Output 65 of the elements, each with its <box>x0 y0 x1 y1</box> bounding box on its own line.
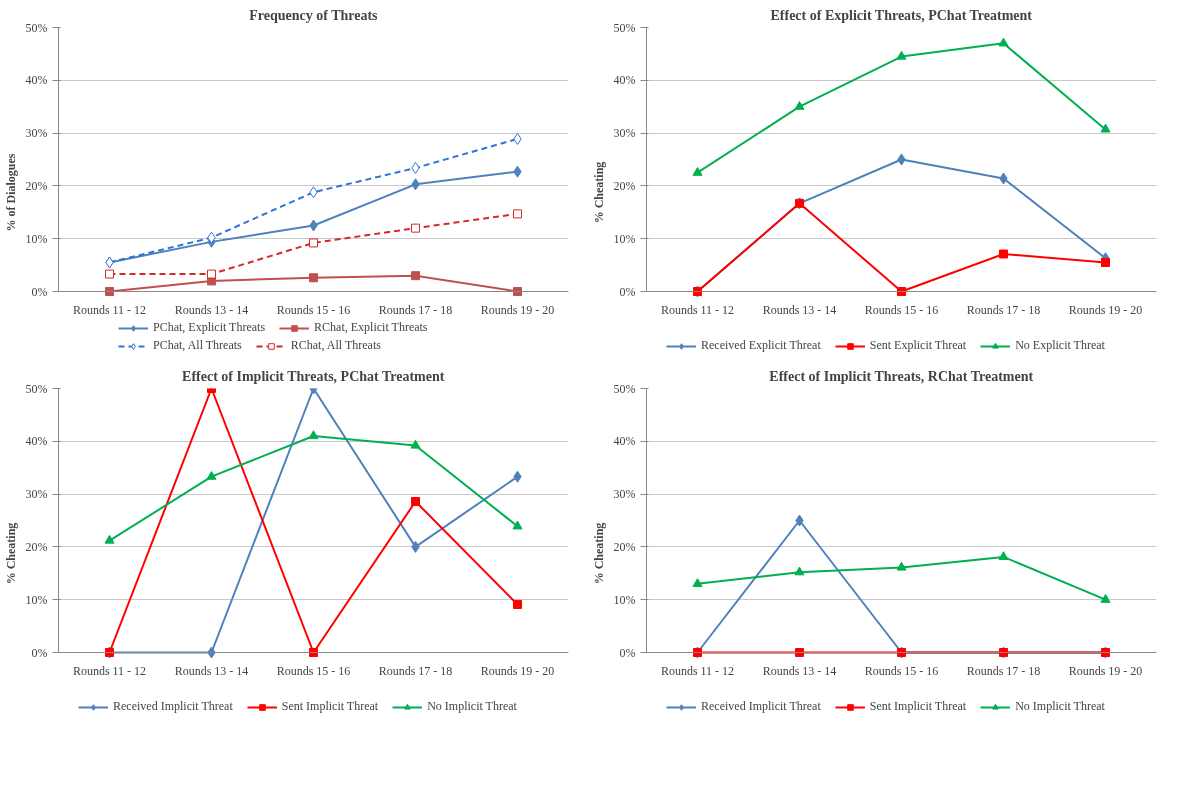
legend-label: Sent Implicit Threat <box>281 699 379 714</box>
x-tick-label: Rounds 11 - 12 <box>660 302 735 317</box>
x-tick-label: Rounds 19 - 20 <box>480 663 555 678</box>
y-axis-title: % Cheating <box>591 161 606 224</box>
x-tick-label: Rounds 17 - 18 <box>378 663 453 678</box>
y-tick-label: 10% <box>613 592 636 607</box>
y-tick-label: 50% <box>25 381 48 396</box>
chart-title: Frequency of Threats <box>249 7 379 23</box>
legend-label: Sent Implicit Threat <box>869 699 967 714</box>
y-axis-title: % of Dialogues <box>3 153 18 232</box>
x-tick-label: Rounds 17 - 18 <box>966 663 1041 678</box>
x-tick-label: Rounds 15 - 16 <box>276 302 351 317</box>
x-tick-label: Rounds 11 - 12 <box>72 663 147 678</box>
y-tick-label: 30% <box>613 487 636 502</box>
y-tick-label: 0% <box>619 645 636 660</box>
legend-label: RChat, All Threats <box>290 338 381 353</box>
x-tick-label: Rounds 15 - 16 <box>864 302 939 317</box>
legend-label: PChat, Explicit Threats <box>153 320 266 335</box>
y-axis-title: % Cheating <box>3 522 18 585</box>
legend-label: No Implicit Threat <box>427 699 517 714</box>
x-tick-label: Rounds 15 - 16 <box>864 663 939 678</box>
chart-title: Effect of Implicit Threats, PChat Treatment <box>182 368 445 384</box>
y-tick-label: 0% <box>31 645 48 660</box>
x-tick-label: Rounds 13 - 14 <box>174 302 249 317</box>
legend-label: RChat, Explicit Threats <box>314 320 428 335</box>
x-tick-label: Rounds 19 - 20 <box>1068 302 1143 317</box>
x-tick-label: Rounds 19 - 20 <box>480 302 555 317</box>
y-tick-label: 10% <box>25 231 48 246</box>
x-tick-label: Rounds 13 - 14 <box>762 302 837 317</box>
y-tick-label: 40% <box>613 434 636 449</box>
y-tick-label: 0% <box>619 284 636 299</box>
y-tick-label: 30% <box>25 126 48 141</box>
y-tick-label: 20% <box>613 178 636 193</box>
legend-label: Received Implicit Threat <box>701 699 821 714</box>
x-tick-label: Rounds 17 - 18 <box>378 302 453 317</box>
chart-title: Effect of Implicit Threats, RChat Treatment <box>769 368 1034 384</box>
y-tick-label: 40% <box>613 73 636 88</box>
y-tick-label: 40% <box>25 73 48 88</box>
y-tick-label: 10% <box>25 592 48 607</box>
legend-label: No Implicit Threat <box>1015 699 1105 714</box>
y-tick-label: 10% <box>613 231 636 246</box>
chart-title: Effect of Explicit Threats, PChat Treatment <box>770 7 1033 23</box>
y-tick-label: 50% <box>25 20 48 35</box>
y-tick-label: 20% <box>25 178 48 193</box>
legend-label: PChat, All Threats <box>153 338 242 353</box>
y-tick-label: 20% <box>25 539 48 554</box>
legend-label: No Explicit Threat <box>1015 338 1105 353</box>
y-tick-label: 50% <box>613 20 636 35</box>
y-tick-label: 50% <box>613 381 636 396</box>
y-axis-title: % Cheating <box>591 522 606 585</box>
x-tick-label: Rounds 19 - 20 <box>1068 663 1143 678</box>
x-tick-label: Rounds 13 - 14 <box>174 663 249 678</box>
y-tick-label: 30% <box>25 487 48 502</box>
y-tick-label: 20% <box>613 539 636 554</box>
y-tick-label: 30% <box>613 126 636 141</box>
x-tick-label: Rounds 15 - 16 <box>276 663 351 678</box>
legend-label: Received Explicit Threat <box>701 338 821 353</box>
x-tick-label: Rounds 11 - 12 <box>72 302 147 317</box>
x-tick-label: Rounds 11 - 12 <box>660 663 735 678</box>
x-tick-label: Rounds 17 - 18 <box>966 302 1041 317</box>
legend-label: Received Implicit Threat <box>113 699 233 714</box>
y-tick-label: 40% <box>25 434 48 449</box>
y-tick-label: 0% <box>31 284 48 299</box>
x-tick-label: Rounds 13 - 14 <box>762 663 837 678</box>
legend-label: Sent Explicit Threat <box>869 338 967 353</box>
